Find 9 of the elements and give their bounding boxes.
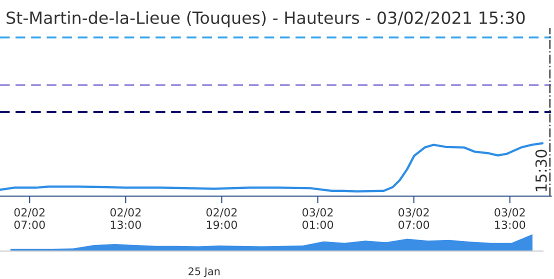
chart-title: St-Martin-de-la-Lieue (Touques) - Hauteurs - 03/02/2021 15:30: [6, 11, 525, 28]
x-tick-label: 02/02 19:00: [206, 208, 237, 229]
text: 25 Jan: [188, 267, 220, 278]
x-tick-label: 03/02 07:00: [398, 208, 430, 229]
x-tick-label: 02/02 07:00: [14, 208, 45, 229]
x-tick-label: 03/02 01:00: [302, 208, 334, 229]
ref-line-label: 15:30: [535, 150, 547, 192]
x-tick-label: 03/02 13:00: [494, 208, 526, 229]
x-tick-label: 02/02 13:00: [110, 208, 141, 229]
